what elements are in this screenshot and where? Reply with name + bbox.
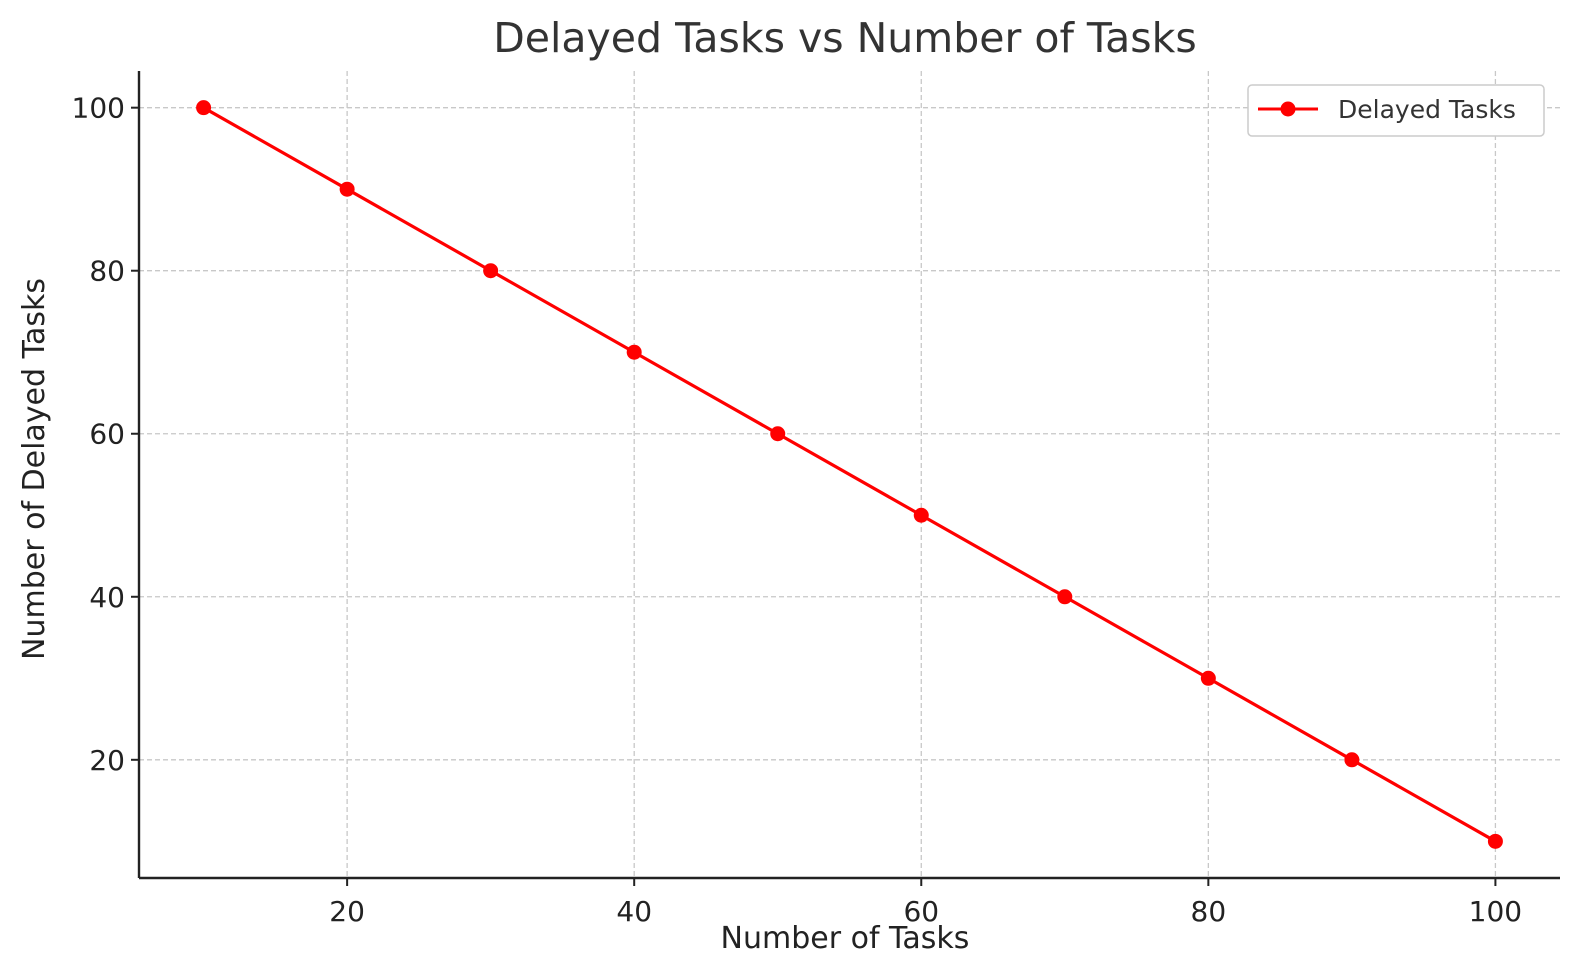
- series-layer: [196, 100, 1503, 849]
- data-point: [913, 507, 929, 523]
- data-point: [1200, 670, 1216, 686]
- y-tick-label: 40: [89, 581, 125, 614]
- y-tick-label: 80: [89, 255, 125, 288]
- x-tick-label: 80: [1191, 895, 1227, 928]
- x-tick-label: 40: [616, 895, 652, 928]
- x-tick-label: 20: [329, 895, 365, 928]
- data-point: [483, 263, 499, 279]
- data-point: [1057, 589, 1073, 605]
- legend-marker-swatch: [1280, 101, 1296, 117]
- y-tick-label: 20: [89, 744, 125, 777]
- axes: [137, 71, 1560, 880]
- data-point: [770, 426, 786, 442]
- legend-label: Delayed Tasks: [1338, 95, 1516, 124]
- series-line: [202, 106, 1497, 843]
- legend: Delayed Tasks: [1247, 84, 1545, 137]
- x-axis-label: Number of Tasks: [721, 921, 970, 956]
- y-axis-label: Number of Delayed Tasks: [17, 278, 52, 660]
- tick-marks: 20 40 60 80 100 20 40 60 80 100: [72, 92, 1523, 928]
- x-tick-label: 100: [1469, 895, 1522, 928]
- chart-title: Delayed Tasks vs Number of Tasks: [493, 14, 1197, 62]
- data-point: [626, 344, 642, 360]
- data-point: [1344, 752, 1360, 768]
- data-point: [1487, 833, 1503, 849]
- y-tick-label: 60: [89, 418, 125, 451]
- y-tick-label: 100: [72, 92, 125, 125]
- data-point: [339, 181, 355, 197]
- x-tick-label: 60: [903, 895, 939, 928]
- data-point: [196, 100, 212, 116]
- legend-box: [1247, 84, 1545, 137]
